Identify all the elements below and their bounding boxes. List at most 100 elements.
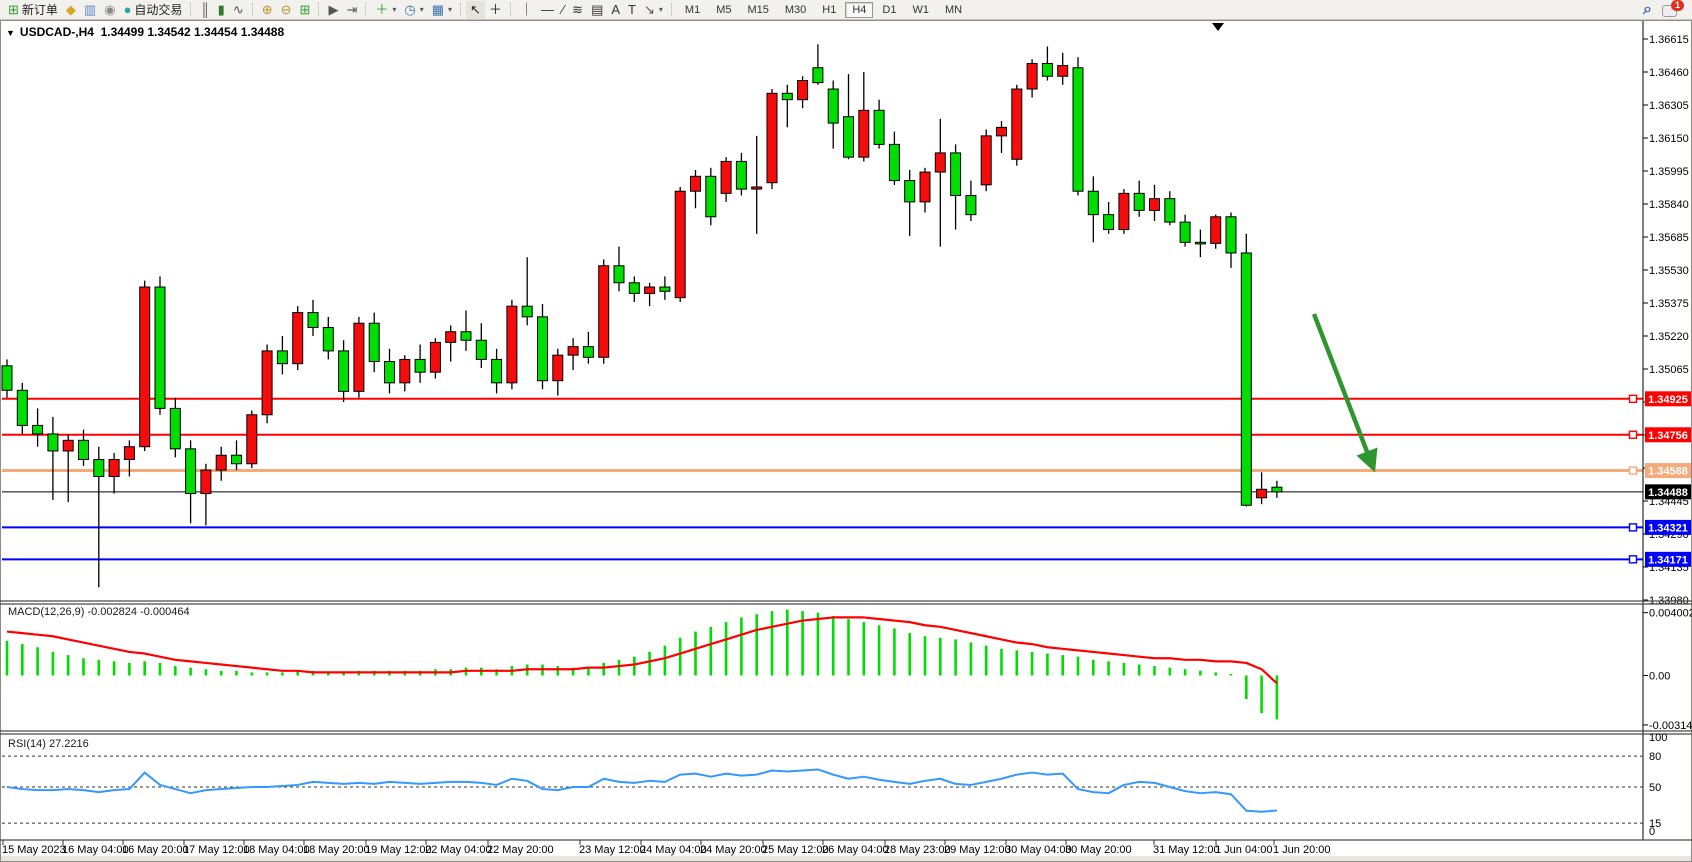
bull-candle (1210, 216, 1222, 244)
shapes-icon[interactable]: ↘ ▾ (640, 1, 667, 19)
bull-candle (858, 109, 870, 158)
symbol-dropdown-icon[interactable]: ▼ (6, 28, 15, 38)
price-axis[interactable]: 1.36615 1.36460 1.36305 1.36150 1.35995 1.358… (1642, 21, 1691, 840)
bear-candle (1179, 221, 1191, 243)
price-badge (1645, 391, 1691, 407)
macd-signal-line (6, 616, 1278, 685)
signals-icon[interactable]: ◉ (100, 1, 119, 19)
line-handle[interactable] (1628, 394, 1638, 404)
bear-candle (460, 331, 472, 341)
candlesticks (1, 44, 1283, 588)
trendline-icon: ∕ (561, 1, 565, 17)
crosshair-icon[interactable]: ＋ (485, 1, 506, 19)
price-tick-label: 1.35530 (1649, 265, 1689, 277)
timeframe-button-M15[interactable]: M15 (747, 3, 769, 16)
chart-shift-marker[interactable] (1212, 23, 1224, 31)
timeframe-button-W1[interactable]: W1 (912, 3, 929, 16)
line-handle[interactable] (1628, 523, 1638, 532)
bear-candle (338, 350, 350, 392)
trendline-icon[interactable]: ∕ (558, 1, 568, 19)
timeframe-button-M30[interactable]: M30 (784, 3, 807, 16)
fibonacci-icon[interactable]: ≋ (568, 1, 587, 19)
periods-icon: ◷ (404, 1, 416, 17)
label-icon: T (628, 1, 636, 17)
bear-candle (1133, 192, 1145, 211)
timeframe-button-M1[interactable]: M1 (684, 3, 701, 16)
new-order-button-label: 新订单 (21, 3, 58, 17)
bull-candle (1011, 88, 1023, 160)
periods-icon[interactable]: ◷ ▾ (400, 1, 427, 19)
zoom-out-icon[interactable]: ⊖ (277, 1, 296, 19)
terminal-icon[interactable]: ▥ (80, 1, 100, 19)
cursor-icon[interactable]: ↖ (466, 0, 485, 19)
line-handle[interactable] (1628, 430, 1638, 439)
label-icon[interactable]: T (624, 1, 640, 19)
bull-candle (751, 186, 763, 190)
time-tick-label: 18 May 20:00 (303, 844, 370, 856)
bear-candle (1225, 216, 1237, 254)
price-badge (1645, 551, 1691, 567)
bear-candle (78, 439, 89, 460)
time-tick-label: 29 May 12:00 (944, 844, 1011, 856)
bull-candle (919, 171, 931, 203)
chat-notification-icon[interactable]: 1 (1662, 0, 1684, 17)
channel-icon: ▤ (591, 1, 604, 17)
line-chart-icon[interactable]: ∿ (229, 1, 248, 19)
price-badge (1645, 519, 1691, 535)
chart-shift-icon[interactable]: ⇥ (342, 1, 361, 19)
auto-scroll-icon[interactable]: ▶ (324, 1, 342, 19)
time-tick-label: 1 Jun 04:00 (1215, 844, 1273, 856)
macd-pane: 0.004002 0.00 -0.003148 (5, 608, 1692, 732)
candlestick-chart-icon[interactable]: ▮ (214, 1, 229, 19)
toolbar-separator (460, 3, 462, 16)
timeframe-button-M5[interactable]: M5 (716, 3, 732, 16)
tile-windows-icon[interactable]: ⊞ (296, 1, 315, 19)
time-tick-label: 30 May 04:00 (1005, 844, 1072, 856)
text-icon: A (611, 1, 621, 17)
bull-candle (980, 135, 992, 186)
text-icon[interactable]: A (607, 1, 624, 19)
line-handle[interactable] (1628, 555, 1638, 564)
autotrading-button[interactable]: ● 自动交易 (120, 1, 187, 19)
signals-icon: ◉ (104, 1, 116, 17)
bear-candle (1103, 214, 1115, 231)
price-tick-label: 1.35065 (1649, 364, 1689, 376)
chart-ohlc-values: 1.34499 1.34542 1.34454 1.34488 (100, 25, 285, 39)
dropdown-caret-icon[interactable]: ▾ (392, 5, 397, 14)
vertical-line-icon[interactable]: ｜ (516, 1, 537, 19)
bull-candle (123, 446, 135, 460)
price-badge (1645, 463, 1691, 479)
bear-candle (1240, 252, 1252, 506)
time-tick-label: 16 May 20:00 (122, 844, 189, 856)
timeframe-button-D1[interactable]: D1 (882, 3, 897, 16)
channel-icon[interactable]: ▤ (587, 1, 607, 19)
price-badge-label: 1.34171 (1648, 554, 1688, 566)
timeframe-button-H4[interactable]: H4 (845, 1, 874, 18)
vertical-line-icon: ｜ (519, 1, 533, 17)
time-tick-label: 23 May 12:00 (579, 844, 646, 856)
autotrading-button: ● (123, 1, 132, 17)
time-tick-label: 22 May 20:00 (487, 844, 554, 856)
bar-chart-icon[interactable]: ║ (196, 1, 213, 19)
market-watch-icon[interactable]: ◆ (62, 1, 80, 19)
indicators-icon[interactable]: ＋ ▾ (371, 1, 400, 19)
dropdown-caret-icon[interactable]: ▾ (658, 5, 663, 14)
rsi-line (6, 768, 1277, 813)
zoom-in-icon[interactable]: ⊕ (258, 1, 277, 19)
timeframe-button-MN[interactable]: MN (944, 3, 963, 16)
line-handle[interactable] (1628, 466, 1638, 475)
search-icon[interactable]: ⌕ (1643, 0, 1652, 18)
bull-candle (139, 286, 151, 448)
horizontal-line-icon[interactable]: — (537, 1, 558, 19)
dropdown-caret-icon[interactable]: ▾ (419, 5, 424, 14)
new-order-button[interactable]: ⊞ 新订单 (4, 1, 62, 19)
chart-symbol-timeframe: USDCAD-,H4 (19, 25, 94, 39)
timeframe-button-H1[interactable]: H1 (822, 3, 837, 16)
bull-candle (1149, 198, 1160, 211)
bull-candle (215, 454, 227, 471)
dropdown-caret-icon[interactable]: ▾ (448, 5, 453, 14)
down-arrow-object[interactable] (1311, 313, 1378, 473)
templates-icon[interactable]: ▦ ▾ (428, 1, 456, 19)
